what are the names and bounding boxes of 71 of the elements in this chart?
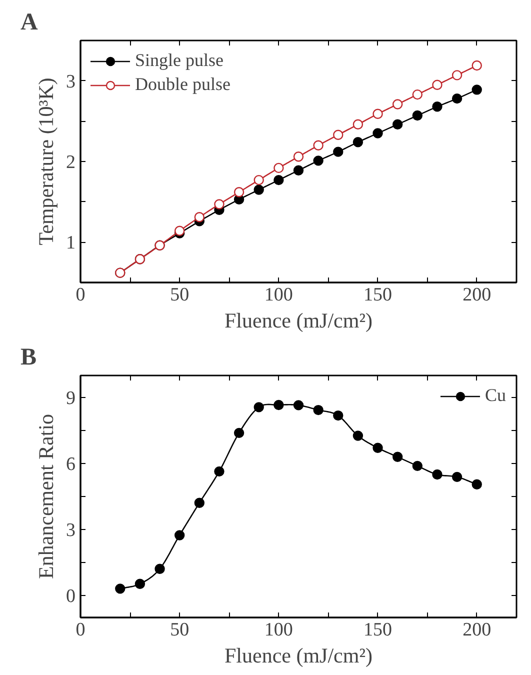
point	[472, 60, 482, 71]
point	[333, 130, 344, 140]
point	[392, 119, 403, 130]
point	[352, 119, 364, 130]
x-tick-label: 150	[364, 284, 392, 306]
point	[234, 428, 244, 438]
point	[293, 400, 304, 410]
point	[234, 187, 244, 198]
x-tick-label: 150	[364, 620, 392, 640]
point	[194, 498, 205, 508]
point	[432, 80, 442, 90]
point	[333, 410, 344, 421]
point	[452, 93, 462, 104]
y-tick-label: 6	[66, 454, 76, 475]
x-axis-title: Fluence (mJ/cm²)	[224, 644, 373, 668]
legend-label: Cu	[484, 385, 506, 406]
point	[254, 174, 264, 186]
point	[313, 404, 324, 416]
point	[432, 469, 442, 480]
point	[274, 400, 284, 410]
chart-title: B	[20, 344, 37, 370]
x-tick-label: 100	[264, 284, 293, 306]
point	[293, 152, 304, 162]
point	[472, 479, 482, 490]
point	[452, 70, 462, 80]
point	[274, 174, 284, 186]
y-tick-label: 1	[66, 232, 76, 254]
point	[472, 84, 482, 95]
point	[352, 137, 364, 148]
point	[412, 460, 423, 472]
point	[372, 442, 383, 453]
point	[313, 140, 324, 150]
point	[372, 128, 383, 138]
x-tick-label: 100	[264, 620, 293, 640]
point	[293, 165, 304, 176]
point	[174, 530, 185, 540]
legend-label: Double pulse	[135, 74, 230, 95]
point	[194, 212, 205, 222]
point	[214, 466, 224, 477]
point	[452, 472, 462, 482]
point	[372, 108, 383, 119]
x-tick-label: 50	[170, 620, 190, 640]
x-tick-label: 200	[462, 284, 492, 306]
point	[134, 578, 146, 589]
y-tick-label: 2	[66, 152, 76, 173]
point	[214, 199, 224, 210]
point	[392, 452, 403, 462]
y-axis-title: Enhancement Ratio	[34, 414, 58, 580]
point	[115, 584, 126, 594]
point	[432, 102, 442, 112]
y-tick-label: 3	[66, 71, 76, 92]
point	[313, 156, 324, 166]
x-tick-label: 50	[170, 284, 190, 306]
chart-title: A	[20, 10, 38, 36]
point	[254, 184, 264, 195]
point	[154, 564, 165, 574]
point	[274, 162, 284, 174]
x-axis-title: Fluence (mJ/cm²)	[224, 308, 373, 332]
point	[412, 110, 423, 121]
x-tick-label: 200	[462, 620, 492, 640]
point	[392, 99, 403, 110]
y-tick-label: 3	[66, 520, 76, 541]
point	[352, 430, 364, 441]
y-tick-label: 0	[66, 586, 76, 607]
point	[412, 89, 423, 100]
y-tick-label: 9	[66, 388, 76, 409]
y-axis-title: Temperature (10³K)	[34, 78, 58, 246]
point	[333, 146, 344, 157]
legend-label: Single pulse	[135, 50, 224, 71]
point	[254, 402, 264, 412]
point	[174, 226, 185, 236]
